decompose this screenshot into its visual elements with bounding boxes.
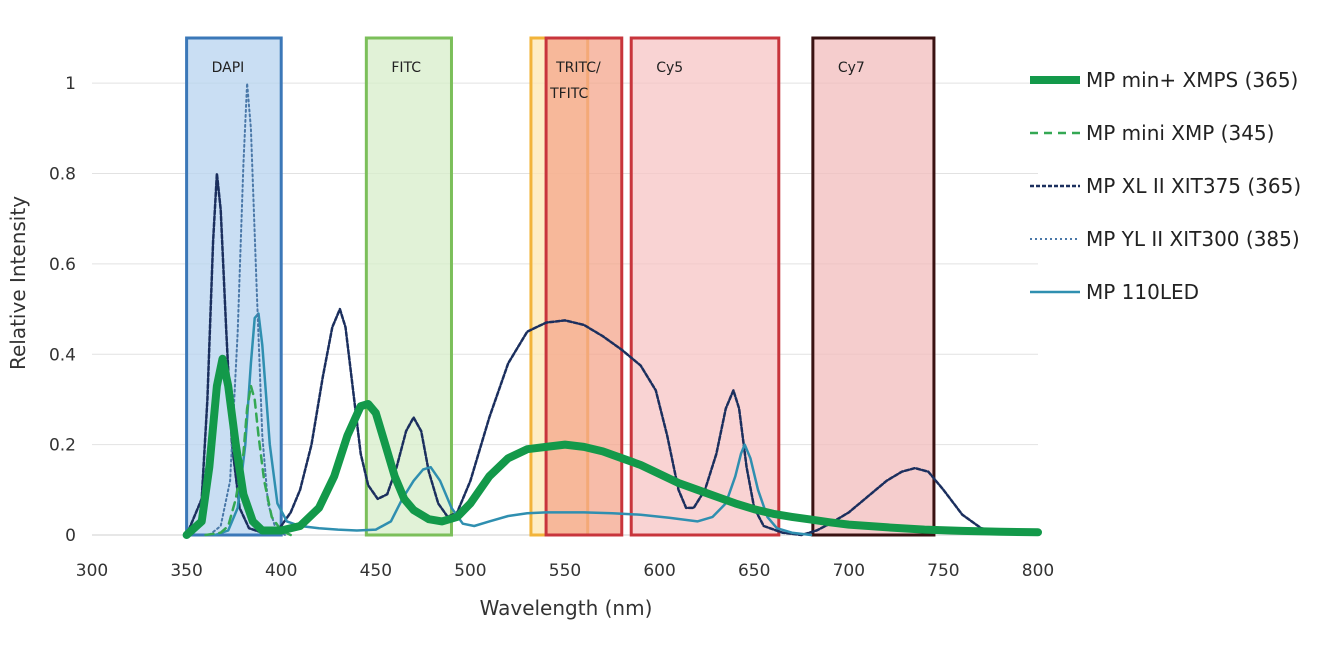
x-tick-label: 750 bbox=[927, 561, 959, 581]
legend: MP min+ XMPS (365) MP mini XMP (345) MP XL… bbox=[1030, 68, 1301, 304]
filter-bands bbox=[185, 36, 936, 537]
x-axis-ticks: 300 350 400 450 500 550 600 650 700 750 800 bbox=[76, 561, 1054, 581]
x-tick-label: 600 bbox=[643, 561, 675, 581]
x-tick-label: 650 bbox=[738, 561, 770, 581]
filter-band-label: DAPI bbox=[212, 60, 245, 76]
series-line bbox=[204, 384, 292, 537]
filter-band-label: Cy7 bbox=[838, 60, 865, 76]
y-axis-title: Relative Intensity bbox=[6, 196, 30, 370]
legend-label: MP 110LED bbox=[1086, 280, 1199, 304]
legend-label: MP YL II XIT300 (385) bbox=[1086, 227, 1300, 251]
filter-band bbox=[811, 36, 936, 537]
x-tick-label: 350 bbox=[170, 561, 202, 581]
filter-band bbox=[629, 36, 781, 537]
filter-band-label: Cy5 bbox=[656, 60, 683, 76]
filter-band-label: TRITC/TFITC bbox=[549, 60, 601, 102]
y-tick-label: 0 bbox=[65, 526, 76, 546]
series-line bbox=[208, 82, 286, 536]
y-tick-label: 0.2 bbox=[49, 436, 76, 456]
legend-label: MP min+ XMPS (365) bbox=[1086, 68, 1298, 92]
series-lines bbox=[182, 82, 1042, 539]
x-tick-label: 550 bbox=[549, 561, 581, 581]
y-axis-ticks: 0 0.2 0.4 0.6 0.8 1 bbox=[49, 74, 76, 546]
legend-label: MP XL II XIT375 (365) bbox=[1086, 174, 1301, 198]
x-tick-label: 800 bbox=[1022, 561, 1054, 581]
x-axis-title: Wavelength (nm) bbox=[480, 596, 653, 620]
x-tick-label: 700 bbox=[833, 561, 865, 581]
filter-band bbox=[544, 36, 624, 537]
series-line bbox=[182, 354, 1042, 539]
y-tick-label: 1 bbox=[65, 74, 76, 94]
x-tick-label: 300 bbox=[76, 561, 108, 581]
legend-label: MP mini XMP (345) bbox=[1086, 121, 1274, 145]
x-tick-label: 500 bbox=[454, 561, 486, 581]
filter-band-label: FITC bbox=[391, 60, 421, 76]
x-tick-label: 450 bbox=[360, 561, 392, 581]
y-tick-label: 0.6 bbox=[49, 255, 76, 275]
x-tick-label: 400 bbox=[265, 561, 297, 581]
filter-band bbox=[364, 36, 453, 537]
y-tick-label: 0.4 bbox=[49, 345, 76, 365]
filter-band-labels: DAPI FITC TRITC/TFITC Cy5 Cy7 bbox=[212, 60, 865, 102]
y-tick-label: 0.8 bbox=[49, 165, 76, 185]
